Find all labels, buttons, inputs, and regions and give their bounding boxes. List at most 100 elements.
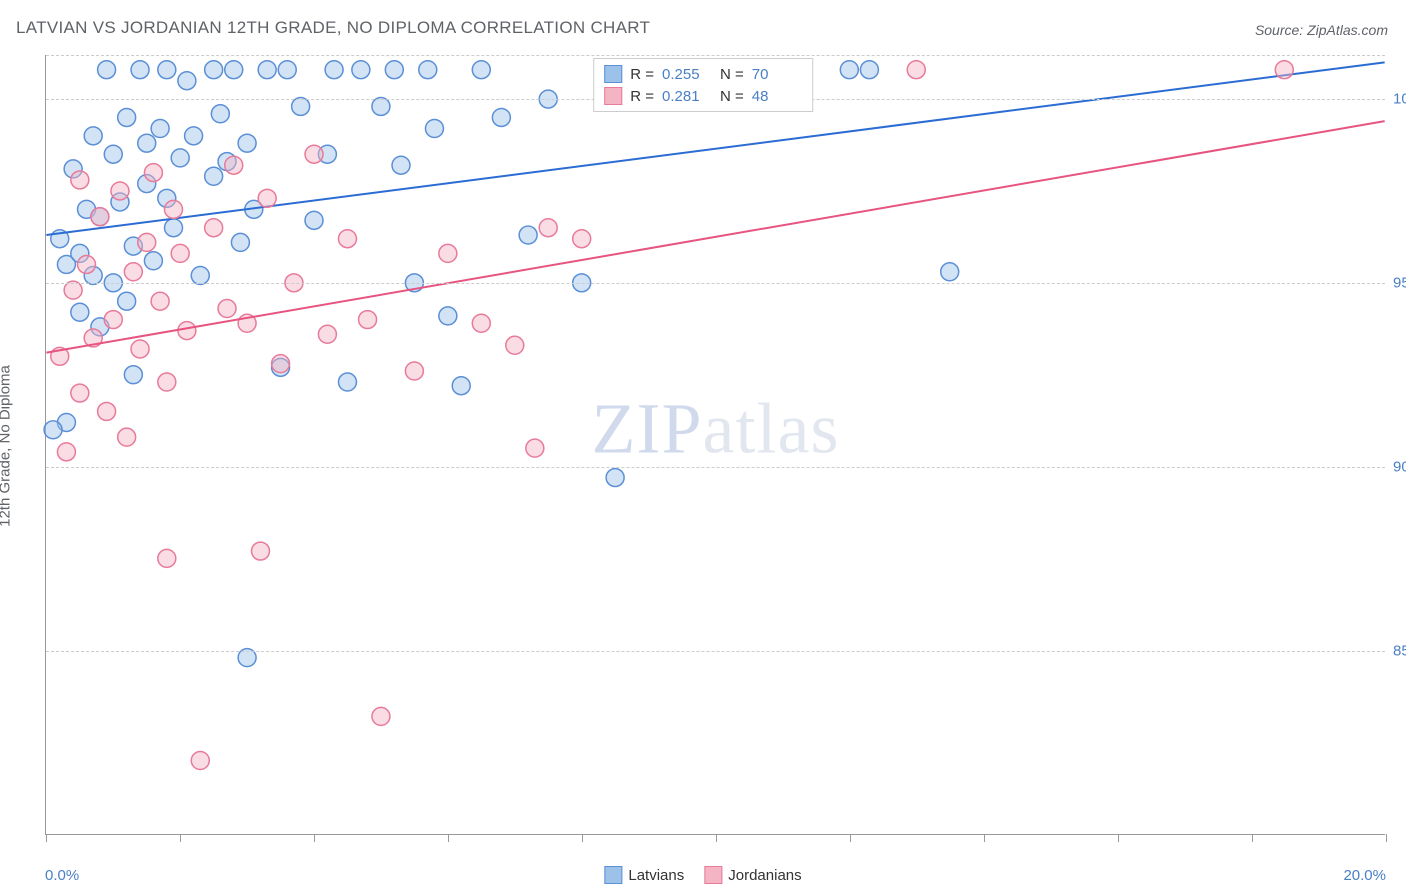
y-tick-label: 90.0%: [1393, 459, 1406, 476]
scatter-point: [419, 61, 437, 79]
scatter-point: [519, 226, 537, 244]
legend-item: Latvians: [604, 866, 684, 884]
scatter-point: [492, 108, 510, 126]
x-tick: [46, 834, 47, 842]
x-tick: [314, 834, 315, 842]
scatter-point: [178, 322, 196, 340]
scatter-point: [258, 61, 276, 79]
scatter-point: [151, 292, 169, 310]
scatter-point: [218, 300, 236, 318]
scatter-point: [124, 366, 142, 384]
scatter-point: [118, 108, 136, 126]
scatter-point: [231, 233, 249, 251]
scatter-point: [385, 61, 403, 79]
x-tick: [1118, 834, 1119, 842]
scatter-point: [251, 542, 269, 560]
scatter-point: [104, 145, 122, 163]
x-tick: [1386, 834, 1387, 842]
scatter-point: [71, 303, 89, 321]
legend-label: Jordanians: [728, 867, 801, 884]
gridline: [46, 283, 1385, 284]
chart-title: LATVIAN VS JORDANIAN 12TH GRADE, NO DIPL…: [16, 18, 650, 38]
scatter-point: [278, 61, 296, 79]
r-label: R =: [630, 88, 654, 105]
scatter-point: [165, 219, 183, 237]
scatter-point: [305, 211, 323, 229]
scatter-point: [238, 134, 256, 152]
legend-label: Latvians: [628, 867, 684, 884]
scatter-point: [907, 61, 925, 79]
plot-area: ZIPatlas 85.0%90.0%95.0%100.0%: [45, 55, 1385, 835]
x-tick: [448, 834, 449, 842]
scatter-point: [158, 61, 176, 79]
chart-container: LATVIAN VS JORDANIAN 12TH GRADE, NO DIPL…: [0, 0, 1406, 892]
scatter-point: [526, 439, 544, 457]
scatter-point: [151, 120, 169, 138]
scatter-point: [372, 707, 390, 725]
correlation-legend-row: R =0.281N =48: [604, 85, 802, 107]
scatter-point: [158, 549, 176, 567]
n-value: 48: [752, 88, 802, 105]
x-tick: [984, 834, 985, 842]
scatter-point: [185, 127, 203, 145]
scatter-point: [138, 233, 156, 251]
scatter-point: [472, 61, 490, 79]
scatter-point: [158, 373, 176, 391]
scatter-point: [225, 61, 243, 79]
n-label: N =: [720, 66, 744, 83]
correlation-legend-row: R =0.255N =70: [604, 63, 802, 85]
gridline: [46, 467, 1385, 468]
scatter-point: [118, 428, 136, 446]
scatter-point: [144, 252, 162, 270]
scatter-point: [44, 421, 62, 439]
scatter-point: [860, 61, 878, 79]
legend-swatch: [604, 65, 622, 83]
correlation-legend: R =0.255N =70R =0.281N =48: [593, 58, 813, 112]
scatter-point: [425, 120, 443, 138]
scatter-point: [352, 61, 370, 79]
legend-swatch: [604, 866, 622, 884]
x-tick: [180, 834, 181, 842]
scatter-point: [539, 219, 557, 237]
scatter-point: [84, 127, 102, 145]
scatter-point: [372, 97, 390, 115]
plot-svg: [46, 55, 1385, 834]
scatter-point: [506, 336, 524, 354]
scatter-point: [124, 263, 142, 281]
scatter-point: [272, 355, 290, 373]
legend-swatch: [704, 866, 722, 884]
x-tick: [716, 834, 717, 842]
scatter-point: [171, 244, 189, 262]
scatter-point: [104, 311, 122, 329]
scatter-point: [472, 314, 490, 332]
scatter-point: [138, 134, 156, 152]
y-tick-label: 95.0%: [1393, 275, 1406, 292]
y-tick-label: 100.0%: [1393, 91, 1406, 108]
scatter-point: [359, 311, 377, 329]
series-legend: Latvians Jordanians: [604, 866, 801, 884]
r-label: R =: [630, 66, 654, 83]
legend-swatch: [604, 87, 622, 105]
y-axis-label: 12th Grade, No Diploma: [0, 365, 14, 527]
scatter-point: [178, 72, 196, 90]
scatter-point: [325, 61, 343, 79]
scatter-point: [338, 230, 356, 248]
scatter-point: [318, 325, 336, 343]
scatter-point: [338, 373, 356, 391]
scatter-point: [71, 171, 89, 189]
scatter-point: [211, 105, 229, 123]
r-value: 0.281: [662, 88, 712, 105]
gridline: [46, 55, 1385, 56]
scatter-point: [111, 182, 129, 200]
scatter-point: [305, 145, 323, 163]
scatter-point: [392, 156, 410, 174]
scatter-point: [840, 61, 858, 79]
scatter-point: [452, 377, 470, 395]
x-axis-min-label: 0.0%: [45, 867, 79, 884]
scatter-point: [205, 219, 223, 237]
scatter-point: [225, 156, 243, 174]
source-attribution: Source: ZipAtlas.com: [1255, 22, 1388, 38]
x-tick: [1252, 834, 1253, 842]
y-tick-label: 85.0%: [1393, 643, 1406, 660]
scatter-point: [131, 61, 149, 79]
